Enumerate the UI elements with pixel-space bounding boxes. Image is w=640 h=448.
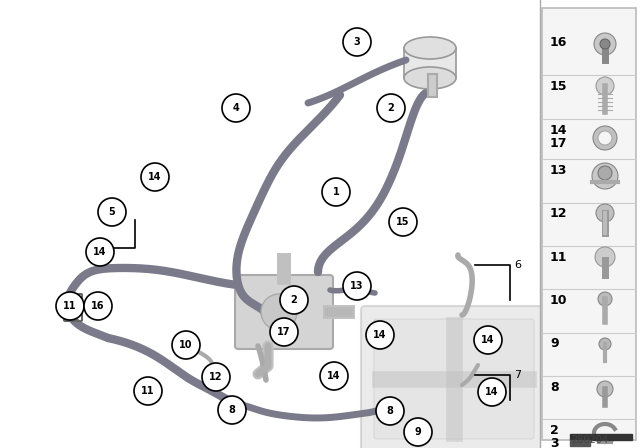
Circle shape (377, 94, 405, 122)
Text: 8: 8 (228, 405, 236, 415)
Text: 9: 9 (415, 427, 421, 437)
Text: 9: 9 (550, 336, 559, 349)
FancyBboxPatch shape (361, 306, 547, 448)
Text: 8: 8 (387, 406, 394, 416)
Circle shape (599, 338, 611, 350)
Text: 4: 4 (232, 103, 239, 113)
Circle shape (218, 396, 246, 424)
Circle shape (141, 163, 169, 191)
Circle shape (593, 126, 617, 150)
Circle shape (389, 208, 417, 236)
Circle shape (322, 178, 350, 206)
Text: 14: 14 (481, 335, 495, 345)
Text: 16: 16 (92, 301, 105, 311)
Circle shape (343, 272, 371, 300)
Circle shape (86, 238, 114, 266)
FancyBboxPatch shape (404, 48, 456, 78)
Text: 11: 11 (141, 386, 155, 396)
Text: 280204: 280204 (572, 435, 609, 445)
Text: 14: 14 (550, 124, 568, 137)
Text: 2: 2 (291, 295, 298, 305)
Text: 6: 6 (514, 260, 521, 270)
Text: 10: 10 (179, 340, 193, 350)
Text: 7: 7 (514, 370, 521, 380)
Polygon shape (570, 434, 632, 440)
Text: 12: 12 (209, 372, 223, 382)
Circle shape (474, 326, 502, 354)
Circle shape (596, 77, 614, 95)
Text: 11: 11 (63, 301, 77, 311)
Text: 13: 13 (550, 164, 568, 177)
Text: 14: 14 (93, 247, 107, 257)
Circle shape (594, 33, 616, 55)
Circle shape (172, 331, 200, 359)
Text: 11: 11 (550, 250, 568, 263)
Circle shape (134, 377, 162, 405)
Circle shape (98, 198, 126, 226)
FancyBboxPatch shape (235, 275, 333, 349)
Circle shape (598, 166, 612, 180)
Circle shape (56, 292, 84, 320)
Text: 14: 14 (373, 330, 387, 340)
Circle shape (597, 381, 613, 397)
Circle shape (376, 397, 404, 425)
Text: 10: 10 (550, 293, 568, 306)
Text: 14: 14 (327, 371, 340, 381)
Circle shape (404, 418, 432, 446)
Text: 13: 13 (350, 281, 364, 291)
Text: 3: 3 (354, 37, 360, 47)
FancyBboxPatch shape (374, 319, 534, 439)
Text: 15: 15 (550, 79, 568, 92)
Circle shape (592, 163, 618, 189)
Ellipse shape (404, 37, 456, 59)
Circle shape (596, 204, 614, 222)
Text: 12: 12 (550, 207, 568, 220)
Text: 1: 1 (333, 187, 339, 197)
Circle shape (202, 363, 230, 391)
Text: 14: 14 (148, 172, 162, 182)
Circle shape (261, 294, 297, 330)
Ellipse shape (404, 67, 456, 89)
Text: 16: 16 (550, 35, 568, 48)
Text: 3: 3 (550, 436, 559, 448)
Circle shape (600, 39, 610, 49)
Circle shape (598, 131, 612, 145)
Circle shape (222, 94, 250, 122)
Text: 2: 2 (388, 103, 394, 113)
Text: 8: 8 (550, 380, 559, 393)
Text: 14: 14 (485, 387, 499, 397)
Circle shape (343, 28, 371, 56)
Circle shape (320, 362, 348, 390)
Circle shape (280, 286, 308, 314)
Polygon shape (570, 440, 590, 446)
Circle shape (84, 292, 112, 320)
FancyBboxPatch shape (542, 8, 636, 440)
Circle shape (595, 247, 615, 267)
Text: 15: 15 (396, 217, 410, 227)
Text: 17: 17 (550, 137, 568, 150)
Text: 5: 5 (109, 207, 115, 217)
Circle shape (270, 318, 298, 346)
Circle shape (478, 378, 506, 406)
Text: 17: 17 (277, 327, 291, 337)
Circle shape (598, 292, 612, 306)
Text: 2: 2 (550, 423, 559, 436)
Circle shape (366, 321, 394, 349)
